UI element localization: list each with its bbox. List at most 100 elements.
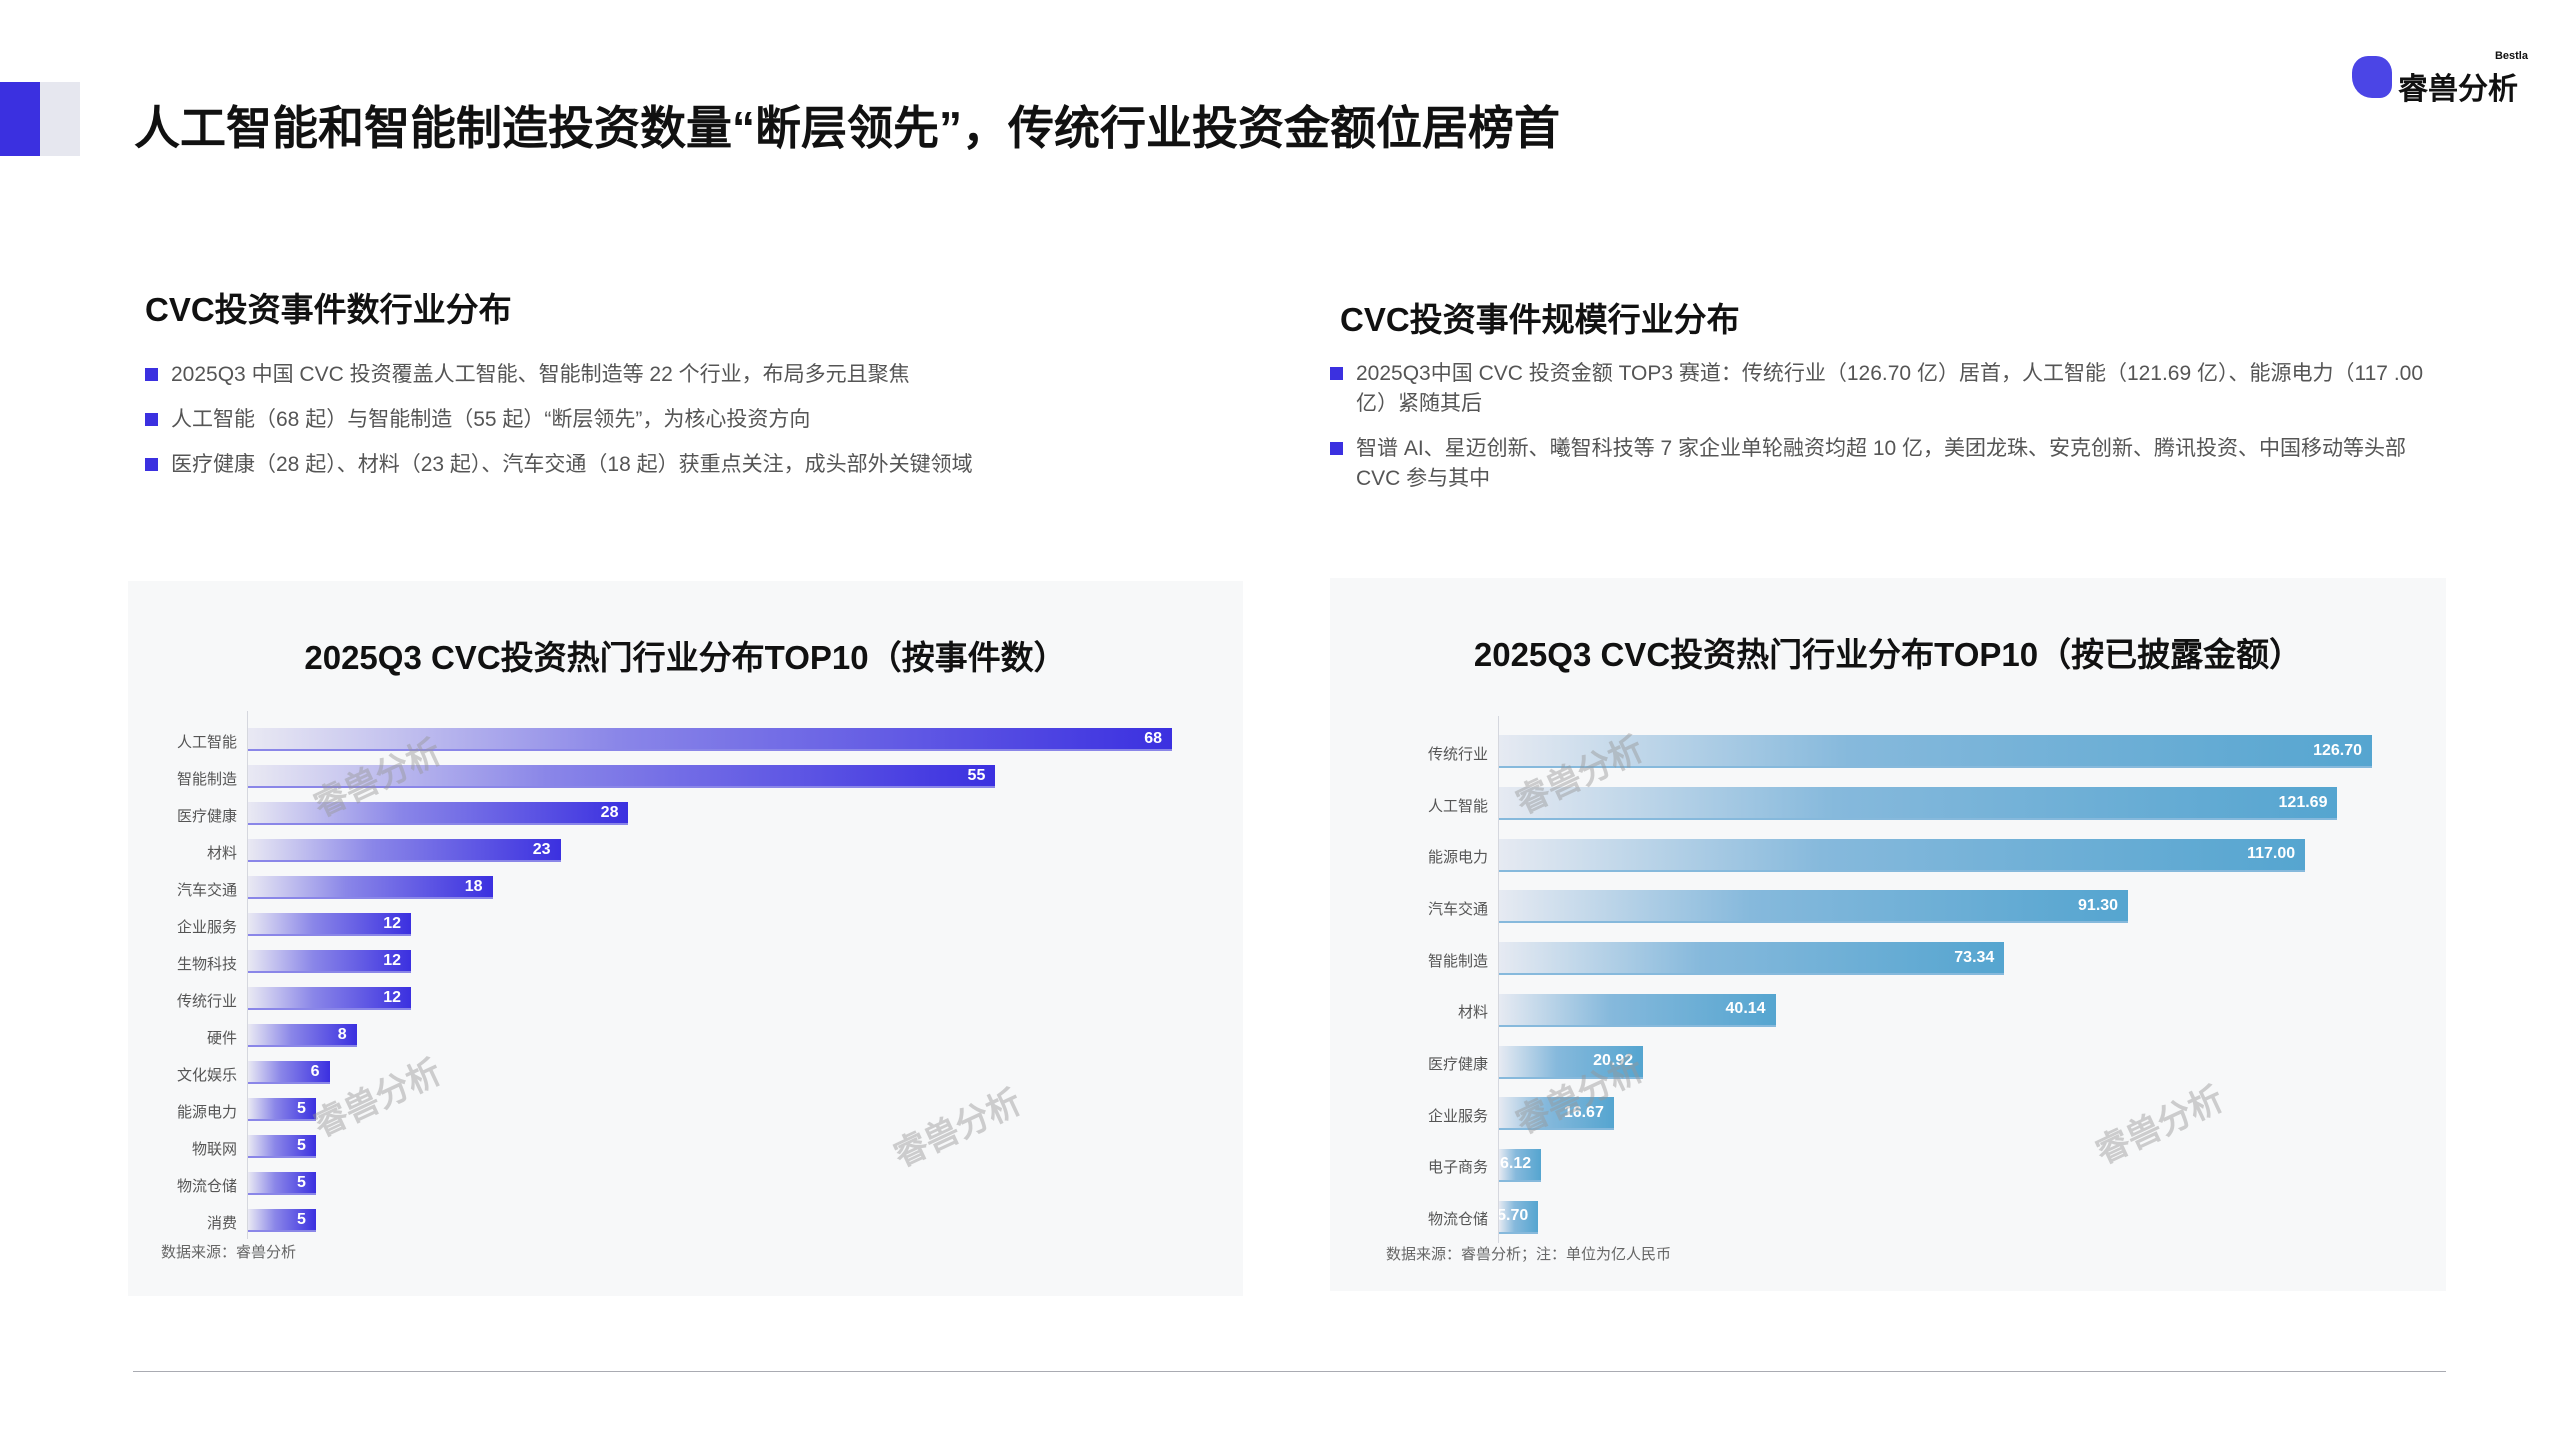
bar-value-label: 73.34: [1954, 948, 1995, 966]
title-accent-block: [40, 82, 80, 156]
bar: 5: [248, 1209, 316, 1232]
category-label: 物联网: [191, 1140, 237, 1158]
bar-value-label: 40.14: [1725, 1000, 1766, 1018]
bullet: 智谱 AI、星迈创新、曦智科技等 7 家企业单轮融资均超 10 亿，美团龙珠、安…: [1330, 434, 2430, 494]
bar: 5: [248, 1135, 316, 1158]
bar: 12: [248, 987, 412, 1010]
bar: 18: [248, 876, 493, 899]
category-label: 医疗健康: [176, 807, 237, 825]
bar-value-label: 5: [297, 1136, 306, 1154]
right-section-heading: CVC投资事件规模行业分布: [1340, 301, 1740, 338]
bar-value-label: 126.70: [2313, 741, 2362, 759]
logo-name: 睿兽分析: [2398, 73, 2518, 106]
category-label: 企业服务: [1427, 1107, 1488, 1125]
bar: 23: [248, 839, 561, 862]
bar-value-label: 91.30: [2078, 896, 2119, 914]
bar: 12: [248, 950, 412, 973]
bar-value-label: 23: [532, 840, 551, 858]
axis-line: [1498, 716, 1499, 1243]
bar-value-label: 6.12: [1500, 1155, 1532, 1173]
bar-value-label: 5: [297, 1173, 306, 1191]
category-label: 材料: [1457, 1004, 1488, 1022]
bar: 16.67: [1499, 1097, 1614, 1131]
bullet: 人工智能（68 起）与智能制造（55 起）“断层领先”，为核心投资方向: [145, 405, 1245, 435]
bar: 6.12: [1499, 1148, 1542, 1182]
page-title: 人工智能和智能制造投资数量“断层领先”，传统行业投资金额位居榜首: [134, 102, 1560, 154]
beast-logo-icon: [2352, 56, 2392, 98]
watermark: 睿兽分析: [887, 1082, 1028, 1175]
bullet: 2025Q3 中国 CVC 投资覆盖人工智能、智能制造等 22 个行业，布局多元…: [145, 360, 1245, 390]
bar: 20.92: [1499, 1045, 1644, 1079]
bar-value-label: 121.69: [2278, 793, 2328, 811]
footer-divider: [133, 1371, 2446, 1372]
bar-value-label: 5.70: [1499, 1207, 1529, 1225]
chart-title: 2025Q3 CVC投资热门行业分布TOP10（按已披露金额）: [1473, 636, 2303, 673]
axis-line: [247, 711, 248, 1239]
bar-value-label: 8: [337, 1025, 347, 1043]
category-label: 汽车交通: [176, 881, 237, 899]
bar: 5.70: [1499, 1200, 1539, 1234]
logo-en: Bestla: [2494, 50, 2528, 62]
bar-value-label: 68: [1144, 729, 1162, 747]
category-label: 硬件: [206, 1029, 237, 1047]
bullet: 医疗健康（28 起）、材料（23 起）、汽车交通（18 起）获重点关注，成头部外…: [145, 450, 1245, 480]
left-bullets: 2025Q3 中国 CVC 投资覆盖人工智能、智能制造等 22 个行业，布局多元…: [145, 360, 1245, 495]
bar-value-label: 6: [310, 1062, 320, 1080]
bar-value-label: 12: [383, 914, 402, 932]
bar-value-label: 5: [297, 1099, 306, 1117]
bar-value-label: 18: [464, 877, 483, 895]
category-label: 材料: [206, 844, 237, 862]
bullet: 2025Q3中国 CVC 投资金额 TOP3 赛道：传统行业（126.70 亿）…: [1330, 359, 2430, 419]
chart-panel-amount: 2025Q3 CVC投资热门行业分布TOP10（按已披露金额） 数据来源：睿兽分…: [1330, 578, 2446, 1291]
category-label: 企业服务: [176, 918, 237, 936]
bar: 8: [248, 1024, 357, 1047]
chart-panel-events: 2025Q3 CVC投资热门行业分布TOP10（按事件数） 数据来源：睿兽分析 …: [128, 581, 1243, 1296]
category-label: 消费: [206, 1214, 237, 1232]
bar: 40.14: [1499, 993, 1776, 1027]
watermark: 睿兽分析: [307, 1052, 448, 1145]
category-label: 电子商务: [1427, 1159, 1488, 1177]
chart-title: 2025Q3 CVC投资热门行业分布TOP10（按事件数）: [304, 639, 1067, 676]
bar: 55: [248, 765, 996, 788]
category-label: 文化娱乐: [176, 1066, 237, 1084]
category-label: 人工智能: [176, 733, 237, 751]
category-label: 物流仓储: [1427, 1211, 1488, 1229]
bar: 73.34: [1499, 942, 2005, 976]
bar-value-label: 5: [297, 1210, 306, 1228]
bar-value-label: 16.67: [1563, 1103, 1604, 1121]
category-label: 智能制造: [176, 770, 237, 788]
category-label: 传统行业: [176, 992, 237, 1010]
bar: 68: [248, 728, 1172, 751]
bar-value-label: 28: [600, 803, 619, 821]
bar: 126.70: [1499, 735, 2372, 769]
bar-value-label: 12: [383, 988, 402, 1006]
bar: 91.30: [1499, 890, 2129, 924]
bar-value-label: 55: [967, 766, 986, 784]
bar: 117.00: [1499, 838, 2306, 872]
category-label: 医疗健康: [1427, 1056, 1488, 1074]
bar: 12: [248, 913, 412, 936]
bar: 5: [248, 1172, 316, 1195]
category-label: 传统行业: [1427, 745, 1488, 763]
watermark: 睿兽分析: [2089, 1079, 2230, 1172]
title-accent-bar: [0, 82, 40, 156]
category-label: 能源电力: [176, 1103, 237, 1121]
chart-note: 数据来源：睿兽分析；注：单位为亿人民币: [1386, 1246, 1672, 1263]
category-label: 汽车交通: [1427, 900, 1488, 918]
bar: 5: [248, 1098, 316, 1121]
category-label: 物流仓储: [176, 1177, 237, 1195]
right-bullets: 2025Q3中国 CVC 投资金额 TOP3 赛道：传统行业（126.70 亿）…: [1330, 359, 2430, 509]
logo: 睿兽分析 Bestla: [2352, 50, 2532, 106]
bar: 121.69: [1499, 787, 2338, 821]
left-section-heading: CVC投资事件数行业分布: [145, 291, 512, 328]
bar: 28: [248, 802, 629, 825]
bar-value-label: 117.00: [2247, 845, 2296, 863]
category-label: 人工智能: [1427, 797, 1488, 815]
bar-value-label: 12: [383, 951, 402, 969]
bar-value-label: 20.92: [1593, 1052, 1634, 1070]
category-label: 智能制造: [1427, 952, 1488, 970]
chart-note: 数据来源：睿兽分析: [161, 1244, 297, 1261]
bar: 6: [248, 1061, 330, 1084]
category-label: 能源电力: [1427, 849, 1488, 867]
category-label: 生物科技: [176, 955, 237, 973]
